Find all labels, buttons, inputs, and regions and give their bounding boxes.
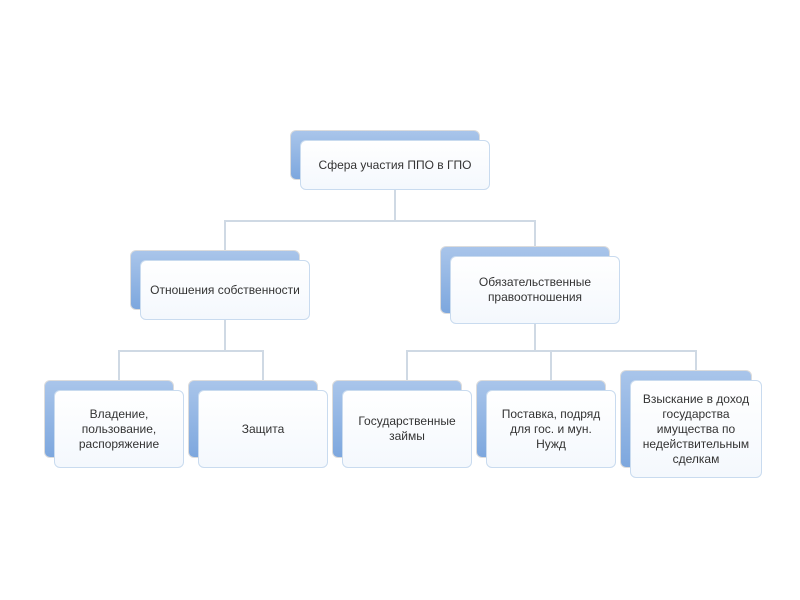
connector xyxy=(394,190,396,220)
node-supply: Поставка, подряд для гос. и мун. Нужд xyxy=(486,390,616,468)
node-seizure: Взыскание в доход государства имущества … xyxy=(630,380,762,478)
node-label: Взыскание в доход государства имущества … xyxy=(639,392,753,467)
node-label: Поставка, подряд для гос. и мун. Нужд xyxy=(495,407,607,452)
node-label: Владение, пользование, распоряжение xyxy=(63,407,175,452)
connector xyxy=(225,220,535,222)
node-label: Сфера участия ППО в ГПО xyxy=(319,158,472,173)
connector xyxy=(119,350,263,352)
node-defense: Защита xyxy=(198,390,328,468)
org-tree-diagram: Сфера участия ППО в ГПО Отношения собств… xyxy=(0,0,800,600)
node-label: Защита xyxy=(242,422,285,437)
connector xyxy=(224,320,226,350)
node-label: Обязательственные правоотношения xyxy=(459,275,611,305)
node-label: Государственные займы xyxy=(351,414,463,444)
connector xyxy=(534,324,536,350)
node-ownership: Владение, пользование, распоряжение xyxy=(54,390,184,468)
node-root: Сфера участия ППО в ГПО xyxy=(300,140,490,190)
node-relationships: Отношения собственности xyxy=(140,260,310,320)
node-label: Отношения собственности xyxy=(150,283,300,298)
node-obligations: Обязательственные правоотношения xyxy=(450,256,620,324)
node-loans: Государственные займы xyxy=(342,390,472,468)
